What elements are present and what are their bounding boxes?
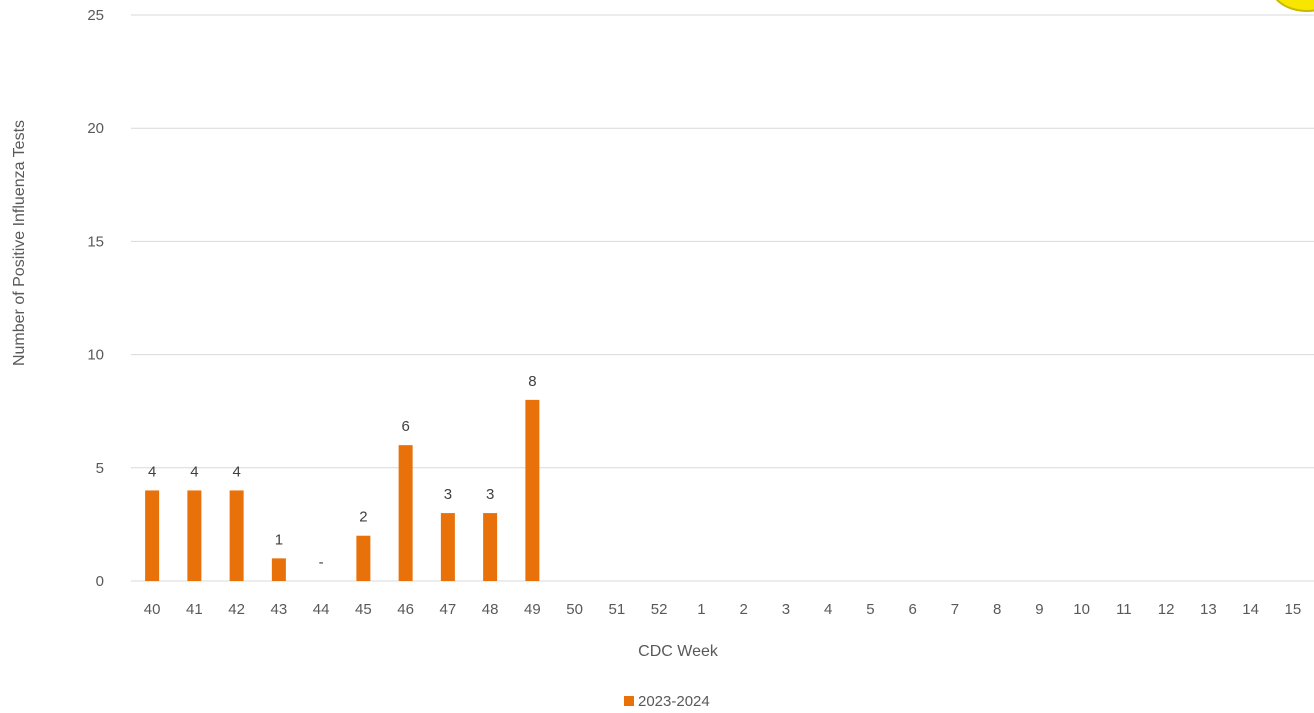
y-axis-title: Number of Positive Influenza Tests [11,120,28,366]
x-tick-label: 10 [1073,601,1090,618]
gridlines [131,14,1314,582]
x-tick-label: 46 [397,601,414,618]
y-tick-label: 10 [87,347,104,364]
x-tick-label: 15 [1285,601,1302,618]
x-tick-label: 7 [951,601,959,618]
x-tick-label: 41 [186,601,203,618]
x-tick-label: 14 [1242,601,1259,618]
data-label: 4 [232,463,240,480]
x-tick-labels: 40 41 42 43 44 45 46 47 48 49 50 51 52 1 2 3 4 5 6 7 8 9 10 11 1… [144,601,1301,618]
data-label: 6 [401,418,409,435]
x-tick-label: 8 [993,601,1001,618]
legend: 2023-2024 [624,693,710,710]
bars [145,399,540,581]
x-axis-title: CDC Week [638,643,719,660]
data-label: 3 [444,486,452,503]
data-label: 4 [148,463,156,480]
x-tick-label: 50 [566,601,583,618]
y-tick-label: 0 [96,573,104,590]
y-tick-label: 20 [87,120,104,137]
x-tick-label: 48 [482,601,499,618]
x-tick-label: 51 [609,601,626,618]
x-tick-label: 9 [1035,601,1043,618]
bar-week-42 [229,490,244,581]
legend-label: 2023-2024 [638,693,710,710]
data-label: 4 [190,463,198,480]
bar-week-40 [145,490,160,581]
y-tick-labels: 0 5 10 15 20 25 [87,7,104,590]
y-tick-label: 15 [87,233,104,250]
x-tick-label: 2 [739,601,747,618]
bar-week-43 [271,558,286,581]
data-label: 3 [486,486,494,503]
y-tick-label: 25 [87,7,104,24]
x-tick-label: 1 [697,601,705,618]
data-label: 2 [359,509,367,526]
data-label: 1 [275,531,283,548]
x-tick-label: 5 [866,601,874,618]
x-tick-label: 47 [440,601,457,618]
x-tick-label: 43 [271,601,288,618]
x-tick-label: 44 [313,601,330,618]
bar-week-48 [483,513,498,581]
x-tick-label: 49 [524,601,541,618]
x-tick-label: 40 [144,601,161,618]
x-tick-label: 45 [355,601,372,618]
x-tick-label: 42 [228,601,245,618]
bar-week-46 [398,445,413,581]
data-label: 8 [528,373,536,390]
x-tick-label: 12 [1158,601,1175,618]
x-tick-label: 4 [824,601,832,618]
x-tick-label: 3 [782,601,790,618]
data-labels: 4 4 4 1 - 2 6 3 3 8 [148,373,537,571]
bar-week-45 [356,535,371,581]
bar-week-49 [525,399,540,581]
y-tick-label: 5 [96,460,104,477]
legend-swatch [624,696,634,706]
x-tick-label: 11 [1116,601,1132,618]
x-tick-label: 13 [1200,601,1217,618]
bar-week-47 [440,513,455,581]
x-tick-label: 52 [651,601,668,618]
bar-week-41 [187,490,202,581]
data-label: - [319,554,324,571]
x-tick-label: 6 [908,601,916,618]
